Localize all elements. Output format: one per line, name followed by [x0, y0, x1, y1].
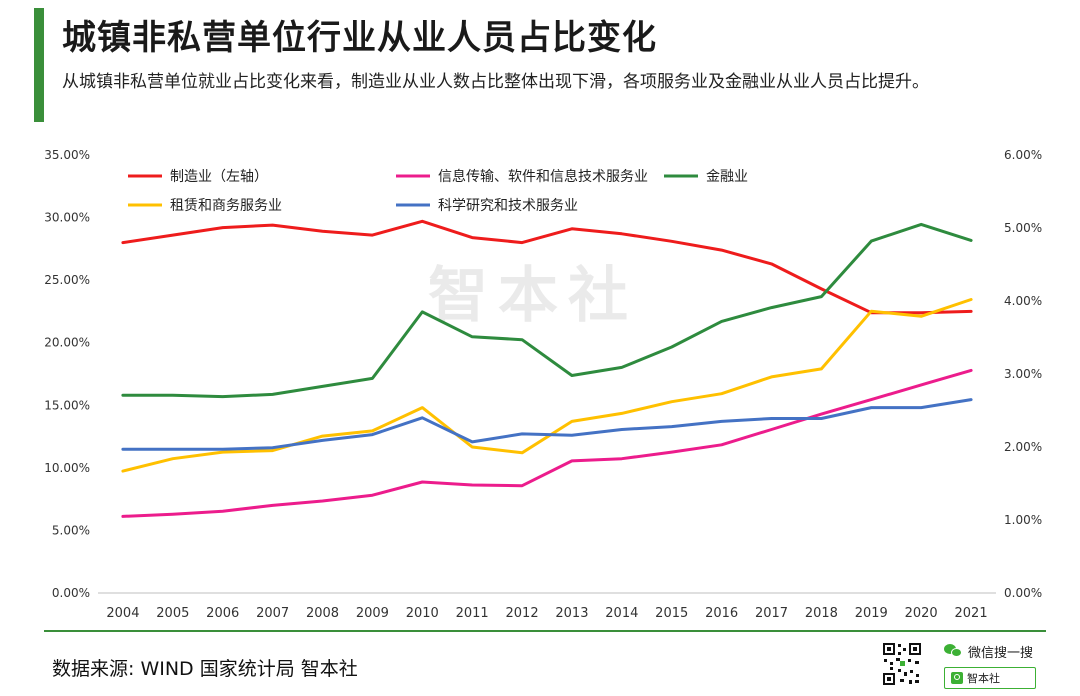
x-axis-tick-label: 2007: [256, 606, 289, 621]
wechat-icon: [944, 644, 962, 658]
right-axis-tick-label: 2.00%: [1004, 440, 1042, 454]
line-chart: 智本社 0.00% 5.00% 10.00% 15.00% 20.00% 25.00% 30.…: [44, 148, 1042, 621]
x-axis-tick-label: 2011: [456, 606, 489, 621]
data-source: 数据来源: WIND 国家统计局 智本社: [52, 658, 358, 680]
left-axis-tick-label: 35.00%: [44, 148, 90, 162]
right-axis-tick-label: 4.00%: [1004, 294, 1042, 308]
right-axis-tick-label: 0.00%: [1004, 586, 1042, 600]
left-axis-tick-label: 5.00%: [52, 523, 90, 537]
left-axis-tick-label: 0.00%: [52, 586, 90, 600]
right-axis-tick-label: 6.00%: [1004, 148, 1042, 162]
x-axis-tick-label: 2013: [555, 606, 588, 621]
wechat-search-box[interactable]: 智本社: [944, 667, 1036, 689]
legend-label-1: 信息传输、软件和信息技术服务业: [438, 168, 648, 185]
legend-label-0: 制造业（左轴）: [170, 169, 268, 185]
x-axis-tick-label: 2008: [306, 606, 339, 621]
watermark: 智本社: [428, 261, 638, 331]
x-axis-tick-label: 2004: [106, 606, 139, 621]
series-line-3: [121, 298, 973, 473]
left-axis-tick-label: 15.00%: [44, 398, 90, 412]
x-axis-tick-label: 2019: [855, 606, 888, 621]
title-accent-bar: [34, 8, 44, 122]
search-icon: [951, 672, 963, 684]
x-axis-tick-label: 2018: [805, 606, 838, 621]
footer-divider: [44, 630, 1046, 632]
right-axis-tick-label: 3.00%: [1004, 367, 1042, 381]
left-axis-tick-label: 10.00%: [44, 461, 90, 475]
x-axis-tick-label: 2020: [905, 606, 938, 621]
legend-label-2: 金融业: [706, 169, 748, 185]
wechat-search-widget[interactable]: 微信搜一搜 智本社: [944, 640, 1036, 689]
series-line-0: [121, 219, 973, 315]
series-line-1: [121, 368, 973, 518]
series-line-2: [121, 222, 973, 399]
page-title: 城镇非私营单位行业从业人员占比变化: [62, 18, 657, 58]
x-axis-tick-label: 2012: [506, 606, 539, 621]
page-subtitle: 从城镇非私营单位就业占比变化来看，制造业从业人数占比整体出现下滑，各项服务业及金…: [62, 72, 929, 92]
right-axis-tick-label: 5.00%: [1004, 221, 1042, 235]
x-axis-tick-label: 2015: [655, 606, 688, 621]
wechat-label: 微信搜一搜: [968, 645, 1034, 661]
x-axis-tick-label: 2021: [955, 606, 988, 621]
search-text: 智本社: [967, 672, 1000, 685]
x-axis-tick-label: 2010: [406, 606, 439, 621]
x-axis-tick-label: 2009: [356, 606, 389, 621]
x-axis-tick-label: 2016: [705, 606, 738, 621]
left-axis-tick-label: 30.00%: [44, 211, 90, 225]
x-axis-tick-label: 2014: [605, 606, 638, 621]
x-axis-tick-label: 2017: [755, 606, 788, 621]
x-axis-tick-label: 2006: [206, 606, 239, 621]
x-axis-tick-label: 2005: [156, 606, 189, 621]
legend-label-4: 科学研究和技术服务业: [438, 198, 578, 214]
right-axis-tick-label: 1.00%: [1004, 513, 1042, 527]
qr-code-icon: [882, 642, 922, 686]
left-axis-tick-label: 25.00%: [44, 273, 90, 287]
left-axis-tick-label: 20.00%: [44, 336, 90, 350]
series-line-4: [121, 398, 973, 451]
legend-label-3: 租赁和商务服务业: [170, 198, 282, 214]
